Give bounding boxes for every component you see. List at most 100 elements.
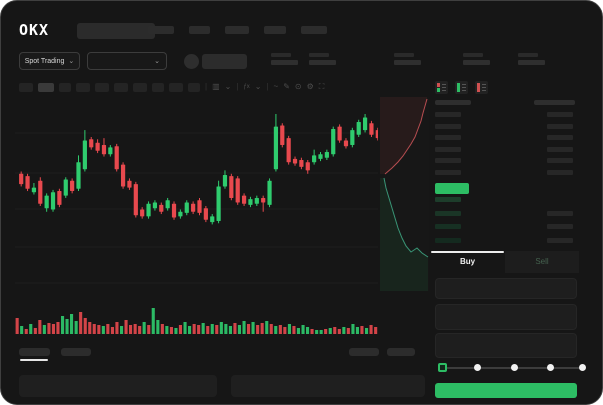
chart-type-icon[interactable]: ▥ <box>212 82 220 91</box>
volume-bar <box>192 324 196 334</box>
slider-step-dot[interactable] <box>546 364 554 371</box>
volume-bar <box>110 327 114 334</box>
volume-bar <box>228 326 232 334</box>
nav-item[interactable] <box>189 26 210 34</box>
bottom-panel-right[interactable] <box>231 375 425 397</box>
candle <box>31 183 37 195</box>
volume-bar <box>29 324 33 334</box>
candle <box>171 201 177 220</box>
indicator-icon[interactable]: ƒx <box>243 84 250 90</box>
volume-bar <box>315 330 319 334</box>
volume-bar <box>242 321 246 334</box>
volume-bar <box>101 326 105 334</box>
bid-amount-bar <box>547 237 573 243</box>
candle <box>133 181 138 218</box>
ask-price-bar <box>435 146 461 152</box>
line-tool-icon[interactable]: ~ <box>273 82 279 91</box>
active-tab-underline <box>20 359 48 361</box>
timeframe-button[interactable] <box>76 82 90 92</box>
nav-item[interactable] <box>225 26 249 34</box>
volume-bar <box>83 318 87 334</box>
timeframe-button[interactable] <box>38 82 54 92</box>
divider: | <box>205 82 208 91</box>
timeframe-button[interactable] <box>59 82 71 92</box>
divider: | <box>236 82 239 91</box>
pair-selector-dropdown[interactable]: ⌄ <box>87 52 167 70</box>
chart-toolbar: | ▥ ⌄ | ƒx ⌄ | ~ ✎ ⊙ ⚙ ⛶ <box>19 82 324 92</box>
buy-tab[interactable]: Buy <box>459 257 476 266</box>
orderbook-view-toggles <box>435 81 488 94</box>
volume-bar <box>88 322 92 334</box>
volume-bar <box>274 326 278 334</box>
nav-item[interactable] <box>264 26 286 34</box>
timeframe-button[interactable] <box>19 82 33 92</box>
stat-value-placeholder <box>394 60 421 65</box>
timeframe-button[interactable] <box>169 82 183 92</box>
candle <box>114 143 119 172</box>
candle <box>76 155 81 192</box>
volume-bar <box>97 325 101 334</box>
chevron-down-icon[interactable]: ⌄ <box>254 82 262 91</box>
volume-bar <box>296 328 300 334</box>
search-input[interactable] <box>77 23 155 39</box>
amount-input[interactable] <box>435 304 577 330</box>
volume-bar <box>115 322 119 334</box>
buy-submit-button[interactable] <box>435 383 577 398</box>
volume-bar <box>142 322 146 334</box>
volume-bar <box>301 325 305 334</box>
timeframe-button[interactable] <box>95 82 109 92</box>
amount-slider[interactable] <box>438 363 586 372</box>
chart-bottom-tab-active[interactable] <box>19 348 50 356</box>
volume-bar <box>256 325 260 334</box>
camera-icon[interactable]: ⊙ <box>294 82 302 91</box>
chart-bottom-tab[interactable] <box>61 348 91 356</box>
timeframe-button[interactable] <box>133 82 147 92</box>
slider-step-dot[interactable] <box>579 364 586 371</box>
depth-tab[interactable] <box>387 348 415 356</box>
volume-bar <box>15 318 19 334</box>
slider-step-dot[interactable] <box>510 364 518 371</box>
nav-item[interactable] <box>148 26 174 34</box>
orderbook-view-both-icon[interactable] <box>435 81 448 94</box>
depth-tab[interactable] <box>349 348 379 356</box>
total-input[interactable] <box>435 333 577 358</box>
volume-bar <box>233 323 237 334</box>
sell-tab-bg <box>505 251 579 273</box>
sell-tab[interactable]: Sell <box>535 257 549 266</box>
volume-bar <box>351 324 355 334</box>
volume-bar <box>369 325 373 334</box>
candle <box>38 177 43 206</box>
volume-bar <box>247 324 251 334</box>
draw-tool-icon[interactable]: ✎ <box>283 82 290 91</box>
token-icon <box>184 54 199 69</box>
stat-label-placeholder <box>394 53 414 57</box>
slider-step-dot[interactable] <box>474 364 482 371</box>
volume-bar <box>201 323 205 334</box>
ask-amount-bar <box>547 169 573 175</box>
timeframe-button[interactable] <box>152 82 164 92</box>
volume-bar <box>74 321 78 334</box>
candle <box>229 173 234 201</box>
candle <box>19 171 24 187</box>
candle <box>82 130 87 172</box>
orderbook-view-asks-icon[interactable] <box>475 81 488 94</box>
settings-icon[interactable]: ⚙ <box>306 82 314 91</box>
orderbook-view-bids-icon[interactable] <box>455 81 468 94</box>
candlestick-chart[interactable] <box>15 97 378 293</box>
timeframe-button[interactable] <box>114 82 128 92</box>
orderbook-header-price <box>435 100 471 105</box>
nav-item[interactable] <box>301 26 327 34</box>
volume-bar <box>174 328 178 334</box>
chevron-down-icon[interactable]: ⌄ <box>224 82 232 91</box>
bottom-panel-left[interactable] <box>19 375 217 397</box>
last-price-badge[interactable] <box>435 183 469 194</box>
timeframe-button[interactable] <box>188 82 200 92</box>
volume-bar <box>47 323 51 334</box>
price-input[interactable] <box>435 278 577 299</box>
slider-handle[interactable] <box>438 363 447 372</box>
fullscreen-icon[interactable]: ⛶ <box>318 82 325 91</box>
market-type-dropdown[interactable]: Spot Trading ⌄ <box>19 52 80 70</box>
volume-bar <box>328 328 332 334</box>
candle <box>350 127 355 148</box>
